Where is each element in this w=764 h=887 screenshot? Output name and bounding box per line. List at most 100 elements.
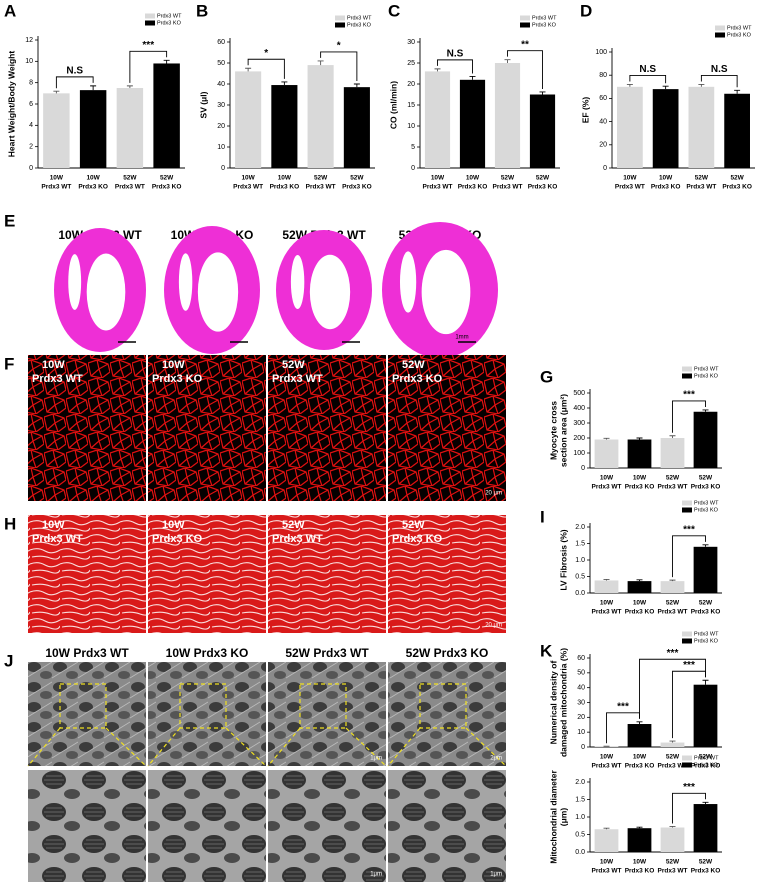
error-bar — [636, 826, 643, 829]
error-bar — [669, 740, 676, 743]
x-tick-label: Prdx3 WT — [592, 484, 622, 491]
bar — [652, 89, 679, 168]
y-axis-label: SV (μl) — [198, 91, 208, 118]
y-tick-label: 100 — [573, 450, 585, 457]
y-tick-label: 1.5 — [575, 540, 585, 547]
em-panel: J 10W Prdx3 WT 10W Prdx3 KO 52W Prdx3 WT 52W… — [4, 646, 507, 882]
significance-bracket — [700, 75, 738, 88]
x-tick-label: 10W — [659, 175, 673, 182]
panel-label: J — [4, 651, 13, 670]
bar — [79, 90, 107, 168]
x-tick-label: 52W — [501, 175, 515, 182]
x-tick-label: Prdx3 KO — [78, 184, 108, 191]
significance-label: *** — [683, 660, 695, 671]
y-tick-label: 5 — [411, 144, 415, 151]
y-tick-label: 0.0 — [575, 590, 585, 597]
image-label: 52W — [402, 359, 425, 371]
heart-ventricle — [290, 255, 305, 309]
legend-label: Prdx3 WT — [694, 631, 719, 637]
error-bar — [662, 85, 669, 90]
error-bar — [434, 68, 441, 72]
x-tick-label: Prdx3 KO — [691, 484, 721, 491]
legend-label: Prdx3 WT — [727, 25, 752, 31]
y-tick-label: 60 — [577, 655, 585, 662]
significance-label: *** — [667, 648, 679, 659]
y-tick-label: 40 — [577, 685, 585, 692]
significance-bracket — [247, 58, 285, 79]
micrograph — [268, 770, 386, 882]
y-tick-label: 1.0 — [575, 814, 585, 821]
x-tick-label: Prdx3 KO — [651, 184, 681, 191]
panel-label: C — [388, 1, 400, 20]
x-tick-label: Prdx3 KO — [152, 184, 182, 191]
image-label: Prdx3 KO — [392, 533, 443, 545]
zoom-box — [179, 683, 227, 729]
significance-label: N.S — [711, 64, 728, 75]
bar — [529, 94, 556, 168]
x-tick-label: 10W — [86, 175, 100, 182]
bar — [693, 411, 718, 468]
bar — [424, 71, 451, 168]
legend-label: Prdx3 WT — [347, 15, 372, 21]
significance-bracket — [55, 76, 94, 89]
bar-chart: G Myocyte cross section area (μm²) 0 100 200 3… — [540, 366, 722, 491]
y-axis-label: EF (%) — [580, 97, 590, 124]
x-tick-label: Prdx3 WT — [592, 609, 622, 616]
error-bar — [126, 85, 133, 88]
image-label: 52W Prdx3 WT — [285, 646, 369, 660]
x-tick-label: 52W — [730, 175, 744, 182]
y-tick-label: 0 — [221, 165, 225, 172]
bar — [594, 439, 619, 468]
micrograph — [148, 515, 266, 633]
significance-label: N.S — [639, 64, 656, 75]
x-tick-label: Prdx3 KO — [528, 184, 558, 191]
y-tick-label: 20 — [599, 142, 607, 149]
y-tick-label: 6 — [29, 101, 33, 108]
y-tick-label: 10 — [25, 58, 33, 65]
significance-bracket — [129, 50, 168, 83]
x-tick-label: 52W — [666, 600, 680, 607]
bar — [594, 580, 619, 593]
y-tick-label: 0 — [581, 465, 585, 472]
significance-bracket — [672, 792, 706, 824]
error-bar — [669, 435, 676, 438]
significance-label: N.S — [447, 49, 464, 60]
x-tick-label: 52W — [666, 475, 680, 482]
legend-swatch — [335, 15, 345, 21]
error-bar — [636, 579, 643, 582]
legend-swatch — [145, 20, 155, 26]
y-tick-label: 300 — [573, 420, 585, 427]
x-tick-label: 10W — [431, 175, 445, 182]
legend-swatch — [335, 22, 345, 28]
scale-label: 2μm — [490, 756, 502, 762]
panel-label: E — [4, 211, 15, 230]
significance-bracket — [629, 75, 667, 84]
y-tick-label: 0.5 — [575, 831, 585, 838]
x-tick-label: 10W — [633, 754, 647, 761]
error-bar — [702, 409, 709, 412]
x-tick-label: Prdx3 KO — [270, 184, 300, 191]
image-label: 52W Prdx3 KO — [406, 646, 489, 660]
y-tick-label: 30 — [407, 39, 415, 46]
bar — [271, 85, 298, 168]
heart-ventricle — [68, 254, 82, 310]
bar — [459, 79, 486, 168]
micrograph — [388, 515, 506, 633]
error-bar — [702, 801, 709, 805]
x-tick-label: 52W — [699, 475, 713, 482]
x-tick-label: Prdx3 WT — [658, 484, 688, 491]
scale-label: 1mm — [455, 335, 468, 341]
y-tick-label: 15 — [407, 102, 415, 109]
legend-swatch — [145, 13, 155, 19]
y-tick-label: 12 — [25, 37, 33, 44]
significance-label: N.S — [66, 66, 83, 77]
significance-label: ** — [521, 39, 529, 50]
y-axis-label: Heart Weight/Body Weight — [6, 51, 16, 158]
image-label: 52W — [402, 519, 425, 531]
bar — [617, 86, 643, 168]
panel-label: D — [580, 1, 592, 20]
x-tick-label: 52W — [699, 754, 713, 761]
x-tick-label: Prdx3 KO — [691, 763, 721, 770]
